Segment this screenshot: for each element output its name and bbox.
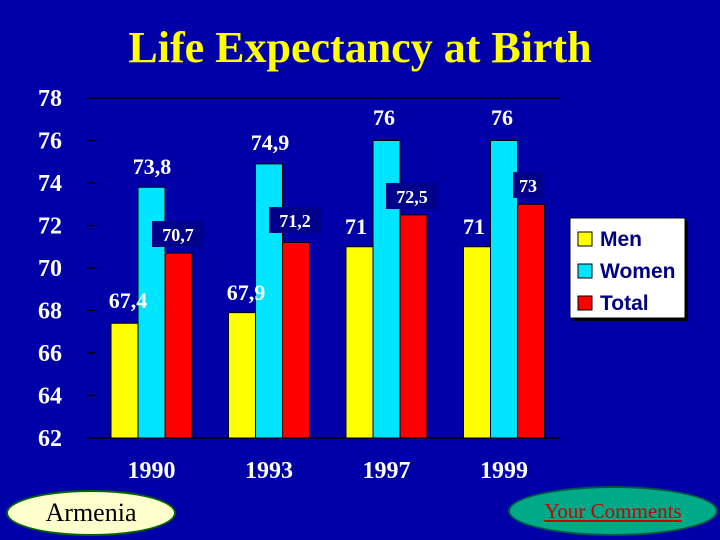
legend-label-total: Total (600, 292, 649, 315)
x-tick-label: 1993 (245, 458, 293, 484)
legend-swatch-men (577, 231, 593, 247)
data-label-total-1990: 70,7 (162, 225, 194, 245)
data-label-men-1997: 71 (345, 214, 367, 239)
chart-title: Life Expectancy at Birth (128, 23, 592, 72)
y-tick-label: 66 (38, 341, 62, 367)
data-label-women-1993: 74,9 (251, 130, 290, 155)
bar-men-1990 (110, 322, 139, 439)
bar-men-1997 (345, 246, 374, 439)
x-tick-label: 1999 (480, 458, 528, 484)
y-tick-label: 68 (38, 299, 62, 325)
y-tick-label: 62 (38, 426, 62, 452)
legend-label-men: Men (600, 228, 642, 251)
bar-men-1999 (463, 246, 491, 439)
y-tick-label: 78 (38, 86, 62, 112)
data-label-men-1999: 71 (463, 214, 485, 239)
bar-men-1993 (228, 312, 256, 439)
y-tick-label: 70 (38, 256, 62, 282)
data-label-women-1997: 76 (373, 105, 395, 130)
data-label-women-1999: 76 (491, 105, 513, 130)
x-tick-label: 1990 (128, 458, 176, 484)
y-tick-label: 74 (38, 171, 62, 197)
comments-button[interactable]: Your Comments (508, 486, 718, 536)
data-label-men-1993: 67,9 (227, 280, 266, 305)
data-label-total-1993: 71,2 (279, 211, 311, 231)
legend-swatch-total (577, 295, 593, 311)
data-label-bg (513, 172, 543, 198)
data-label-total-1999: 73 (519, 176, 537, 196)
data-label-total-1997: 72,5 (396, 187, 428, 207)
country-badge: Armenia (6, 490, 176, 536)
bar-total-1990 (164, 252, 193, 439)
y-tick-label: 76 (38, 129, 62, 155)
bar-total-1999 (517, 203, 545, 439)
y-tick-label: 72 (38, 214, 62, 240)
data-label-women-1990: 73,8 (133, 154, 172, 179)
data-label-bg (152, 221, 204, 247)
legend-swatch-women (577, 263, 593, 279)
data-label-bg (386, 183, 438, 209)
bar-total-1997 (399, 214, 428, 439)
y-tick-label: 64 (38, 384, 62, 410)
x-tick-label: 1997 (363, 458, 411, 484)
data-label-men-1990: 67,4 (109, 288, 148, 313)
data-label-bg (269, 207, 321, 233)
legend-label-women: Women (600, 260, 675, 283)
bar-total-1993 (282, 242, 310, 439)
